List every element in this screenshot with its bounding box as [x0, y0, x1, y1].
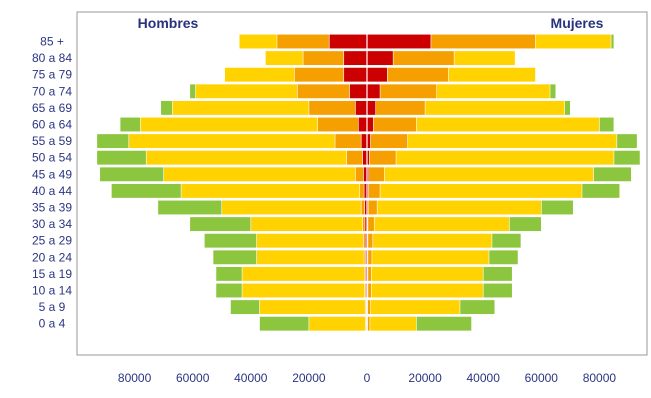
left-bar-segment-3 [128, 133, 368, 149]
right-bar-segment-1 [366, 83, 381, 99]
left-bar-segment-1 [355, 100, 368, 116]
left-bar-segment-3 [308, 316, 368, 332]
x-axis-labels: 80000 60000 40000 20000 0 20000 40000 60000 8000… [118, 371, 616, 385]
y-tick-label: 80 a 84 [32, 51, 72, 65]
x-tick-label: 0 [364, 371, 371, 385]
y-tick-label: 10 a 14 [32, 284, 72, 298]
right-bar-segment-2 [366, 150, 397, 166]
right-bar-segment-3 [366, 150, 615, 166]
y-tick-label: 30 a 34 [32, 217, 72, 231]
right-bar-segment-1 [366, 100, 377, 116]
right-bar-segment-3 [366, 183, 583, 199]
y-tick-label: 20 a 24 [32, 250, 72, 264]
x-tick-label: 40000 [467, 371, 501, 385]
x-tick-label: 80000 [118, 371, 152, 385]
x-tick-label: 20000 [292, 371, 326, 385]
y-tick-label: 40 a 44 [32, 184, 72, 198]
left-bar-segment-1 [357, 116, 368, 133]
y-tick-label: 5 a 9 [39, 300, 66, 314]
right-bar-segment-3 [366, 266, 484, 282]
y-tick-label: 75 a 79 [32, 68, 72, 82]
right-bar-segment-3 [366, 299, 461, 315]
y-tick-label: 35 a 39 [32, 201, 72, 215]
bars-layer [96, 32, 641, 334]
right-bar-segment-3 [366, 216, 510, 232]
y-tick-label: 65 a 69 [32, 101, 72, 115]
y-tick-label: 70 a 74 [32, 84, 72, 98]
x-tick-label: 80000 [583, 371, 617, 385]
x-tick-label: 20000 [408, 371, 442, 385]
right-bar-segment-2 [366, 183, 381, 199]
right-bar-segment-1 [366, 33, 432, 50]
right-bar-segment-3 [366, 199, 542, 216]
right-bar-segment-3 [366, 166, 594, 182]
y-tick-label: 60 a 64 [32, 118, 72, 132]
right-bar-segment-3 [366, 233, 493, 249]
right-bar-segment-3 [366, 249, 490, 265]
right-bar-segment-2 [366, 116, 417, 133]
right-series-label: Mujeres [551, 15, 604, 31]
left-bar-segment-3 [145, 150, 368, 166]
left-bar-segment-3 [256, 249, 368, 265]
x-tick-label: 40000 [234, 371, 268, 385]
left-bar-segment-1 [343, 67, 368, 83]
right-bar-segment-3 [366, 282, 484, 299]
left-bar-segment-3 [259, 299, 368, 315]
left-bar-segment-3 [163, 166, 368, 182]
left-bar-segment-3 [241, 282, 368, 299]
left-bar-segment-3 [221, 199, 368, 216]
left-bar-segment-1 [349, 83, 368, 99]
left-bar-segment-3 [180, 183, 368, 199]
y-axis-labels: 85 + 80 a 84 75 a 79 70 a 74 65 a 69 60 a 64 5… [32, 35, 72, 331]
left-bar-segment-1 [362, 150, 368, 166]
right-bar-segment-3 [366, 316, 417, 332]
right-bar-segment-1 [366, 50, 394, 66]
right-bar-segment-1 [366, 67, 388, 83]
left-bar-segment-1 [328, 33, 368, 50]
y-tick-label: 50 a 54 [32, 151, 72, 165]
left-bar-segment-3 [256, 233, 368, 249]
left-series-label: Hombres [138, 15, 199, 31]
right-bar-segment-1 [366, 116, 374, 133]
y-tick-label: 55 a 59 [32, 134, 72, 148]
left-bar-segment-3 [241, 266, 368, 282]
left-bar-segment-1 [343, 50, 368, 66]
right-bar-segment-2 [366, 166, 385, 182]
y-tick-label: 25 a 29 [32, 234, 72, 248]
y-tick-label: 45 a 49 [32, 167, 72, 181]
y-tick-label: 0 a 4 [39, 317, 66, 331]
y-tick-label: 15 a 19 [32, 267, 72, 281]
x-tick-label: 60000 [176, 371, 210, 385]
left-bar-segment-3 [250, 216, 368, 232]
y-tick-label: 85 + [40, 35, 64, 49]
right-bar-segment-2 [366, 199, 378, 216]
x-tick-label: 60000 [525, 371, 559, 385]
right-bar-segment-2 [366, 133, 408, 149]
left-bar-segment-1 [360, 133, 368, 149]
plot-frame [76, 11, 648, 356]
